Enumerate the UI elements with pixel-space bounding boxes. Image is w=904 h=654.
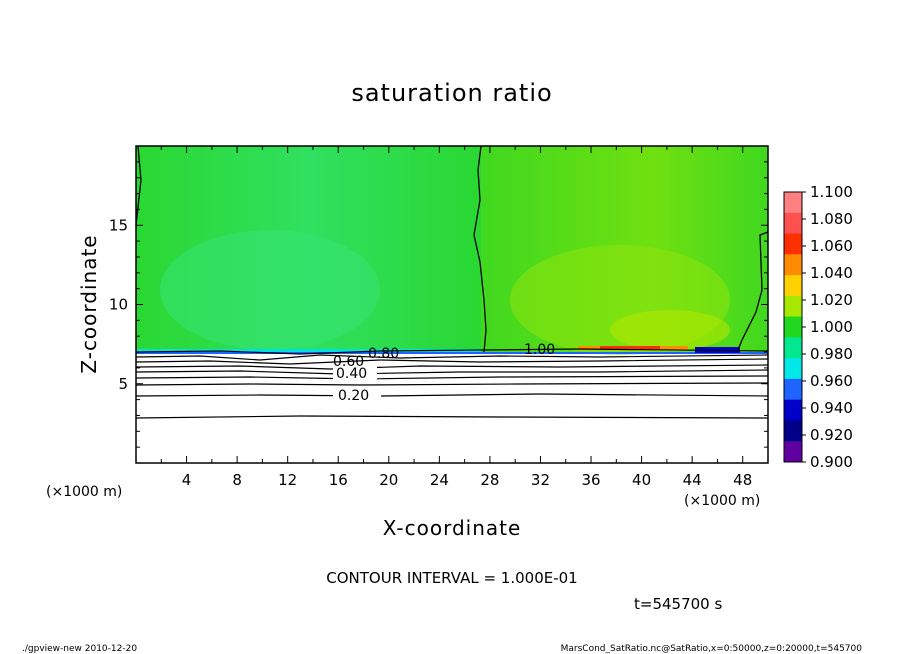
colorbar-swatch — [784, 295, 802, 318]
colorbar-swatch — [784, 420, 802, 442]
colorbar-label: 0.960 — [810, 372, 853, 390]
y-tick-label: 5 — [118, 375, 128, 393]
contour-interval: CONTOUR INTERVAL = 1.000E-01 — [326, 569, 577, 587]
contour-label: 1.00 — [524, 342, 555, 358]
colorbar-swatch — [784, 192, 802, 214]
colorbar-label: 0.920 — [810, 426, 853, 444]
colorbar-swatch — [784, 378, 802, 401]
x-tick-label: 28 — [480, 471, 499, 489]
x-tick-label: 4 — [182, 471, 192, 489]
colorbar-swatch — [784, 316, 802, 338]
footer-right: MarsCond_SatRatio.nc@SatRatio,x=0:50000,… — [561, 644, 863, 654]
x-tick-label: 16 — [329, 471, 348, 489]
x-tick-label: 24 — [430, 471, 449, 489]
colorbar-swatch — [784, 399, 802, 421]
contour-label: 0.40 — [336, 366, 367, 382]
colorbar-swatch — [784, 212, 802, 235]
colorbar-label: 1.060 — [810, 237, 853, 255]
x-tick-label: 8 — [232, 471, 242, 489]
colorbar-label: 1.100 — [810, 183, 853, 201]
colorbar-swatch — [784, 337, 802, 359]
colorbar-label: 0.940 — [810, 399, 853, 417]
colorbar-label: 0.900 — [810, 453, 853, 471]
contour-label: 0.80 — [368, 346, 399, 362]
contour-label: 0.20 — [338, 388, 369, 404]
colorbar-swatch — [784, 441, 802, 463]
contour-label: 0.60 — [333, 354, 364, 370]
x-tick-label: 44 — [683, 471, 702, 489]
y-axis: 5 10 15 — [109, 161, 768, 448]
x-tick-label: 40 — [632, 471, 651, 489]
time-label: t=545700 s — [634, 595, 722, 613]
x-axis: 4 8 12 16 20 24 28 32 36 40 44 48 — [160, 146, 769, 489]
chart-title: saturation ratio — [351, 79, 552, 107]
colorbar-swatch — [784, 358, 802, 380]
colorbar-label: 1.000 — [810, 318, 853, 336]
y-axis-label: Z-coordinate — [77, 234, 101, 373]
y-tick-label: 10 — [109, 296, 128, 314]
x-tick-label: 32 — [531, 471, 550, 489]
x-tick-label: 48 — [733, 471, 752, 489]
colorbar-swatch — [784, 233, 802, 255]
x-tick-label: 36 — [581, 471, 600, 489]
x-unit-right: (×1000 m) — [684, 493, 760, 509]
x-tick-label: 12 — [278, 471, 297, 489]
colorbar-label: 0.980 — [810, 345, 853, 363]
colorbar-swatch — [784, 275, 802, 297]
plot-area: 0.20 0.40 0.60 0.80 1.00 — [135, 145, 769, 464]
colorbar: 1.100 1.080 1.060 1.040 1.020 1.000 0.980 0.960… — [783, 183, 853, 471]
y-tick-label: 15 — [109, 216, 128, 234]
x-unit-left: (×1000 m) — [46, 484, 122, 500]
colorbar-swatch — [784, 254, 802, 276]
colorbar-label: 1.080 — [810, 210, 853, 228]
footer-left: ./gpview-new 2010-12-20 — [22, 644, 137, 654]
colorbar-label: 1.020 — [810, 291, 853, 309]
colorbar-label: 1.040 — [810, 264, 853, 282]
x-axis-label: X-coordinate — [383, 516, 522, 540]
x-tick-label: 20 — [379, 471, 398, 489]
